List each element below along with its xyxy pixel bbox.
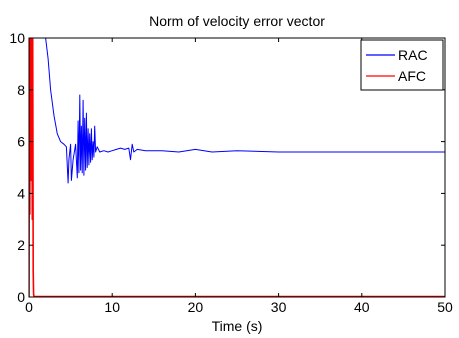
x-tick-label: 40	[354, 299, 370, 315]
series-line-rac	[45, 38, 445, 184]
x-tick-label: 20	[188, 299, 204, 315]
x-tick-label: 50	[437, 299, 453, 315]
y-tick-label: 6	[17, 134, 25, 150]
ticks-layer: 0 10 20 30 40 50 0 2 4 6 8 10	[9, 30, 453, 315]
chart-title: Norm of velocity error vector	[149, 13, 325, 29]
x-tick-label: 30	[271, 299, 287, 315]
y-tick-label: 0	[17, 289, 25, 305]
plot-frame	[28, 37, 446, 298]
y-tick-label: 2	[17, 237, 25, 253]
x-tick-label: 10	[104, 299, 120, 315]
legend-box	[360, 39, 444, 91]
y-tick-label: 8	[17, 82, 25, 98]
x-tick-label: 0	[25, 299, 33, 315]
legend: RAC AFC	[360, 39, 444, 91]
y-tick-label: 4	[17, 185, 25, 201]
legend-label-afc: AFC	[398, 68, 426, 84]
y-tick-label: 10	[9, 30, 25, 46]
legend-label-rac: RAC	[398, 47, 428, 63]
x-axis-label: Time (s)	[212, 318, 263, 334]
